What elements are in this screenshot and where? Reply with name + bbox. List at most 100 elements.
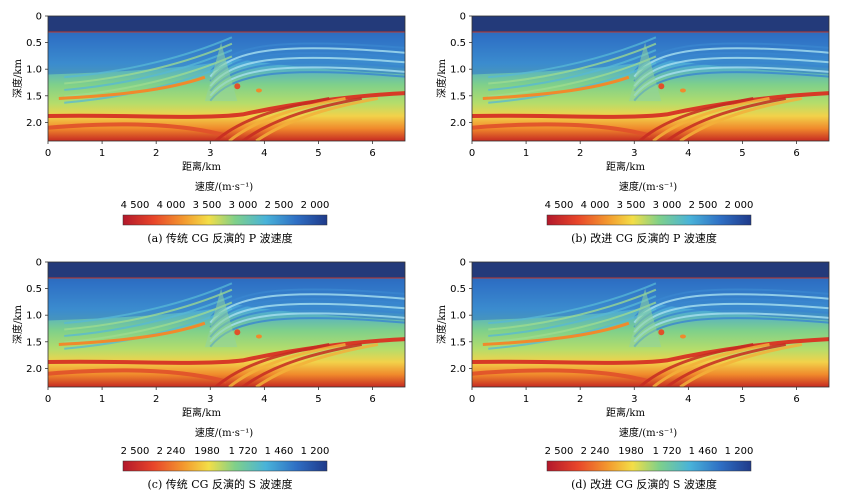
y-axis-label: 深度/km [11, 305, 24, 344]
x-tick-label: 0 [45, 394, 51, 405]
x-tick-label: 3 [631, 148, 637, 159]
x-axis-label: 距离/km [182, 160, 221, 173]
x-tick-label: 1 [99, 148, 105, 159]
y-tick-label: 0 [460, 258, 466, 269]
y-tick-label: 2.0 [26, 364, 42, 375]
y-tick-label: 1.0 [26, 311, 42, 322]
y-tick-label: 1.5 [450, 91, 466, 102]
y-tick-label: 0.5 [450, 38, 466, 49]
water-layer [472, 262, 829, 278]
colorbar-tick-label: 2 500 [265, 200, 294, 211]
x-tick-label: 3 [207, 148, 213, 159]
colorbar-tick-label: 1 200 [725, 446, 754, 457]
panel-caption: (d) 改进 CG 反演的 S 波速度 [571, 477, 717, 491]
colorbar [122, 214, 328, 226]
x-tick-label: 5 [739, 148, 745, 159]
y-tick-label: 2.0 [450, 118, 466, 129]
x-tick-label: 6 [793, 394, 799, 405]
chart-svg: 0 0.5 1.0 1.5 2.0 0 1 2 3 4 5 6 深度/km 距离/km 速度/(m·s⁻¹)… [11, 12, 406, 245]
water-layer [472, 16, 829, 32]
x-tick-label: 2 [153, 394, 159, 405]
x-tick-label: 3 [631, 394, 637, 405]
x-axis-label: 距离/km [606, 160, 645, 173]
panel-caption: (c) 传统 CG 反演的 S 波速度 [148, 477, 293, 491]
colorbar-tick-label: 1980 [194, 446, 219, 457]
y-tick-label: 1.0 [26, 65, 42, 76]
water-layer [48, 16, 405, 32]
chart-svg: 0 0.5 1.0 1.5 2.0 0 1 2 3 4 5 6 深度/km 距离/km 速度/(m·s⁻¹)… [435, 12, 830, 245]
colorbar-tick-label: 2 240 [157, 446, 186, 457]
colorbar-title: 速度/(m·s⁻¹) [619, 180, 677, 193]
x-tick-label: 5 [739, 394, 745, 405]
y-tick-label: 1.0 [450, 65, 466, 76]
colorbar-tick-label: 2 000 [301, 200, 330, 211]
y-axis-label: 深度/km [435, 305, 448, 344]
colorbar-tick-label: 4 500 [545, 200, 574, 211]
x-tick-label: 6 [369, 148, 375, 159]
y-tick-label: 0 [460, 12, 466, 23]
y-tick-label: 0 [36, 12, 42, 23]
y-tick-label: 1.5 [450, 337, 466, 348]
colorbar-tick-label: 4 000 [157, 200, 186, 211]
x-tick-label: 2 [153, 148, 159, 159]
panel-a: 0 0.5 1.0 1.5 2.0 0 1 2 3 4 5 6 深度/km 距离/km 速度/(m·s⁻¹)… [0, 0, 424, 246]
y-tick-label: 1.5 [26, 91, 42, 102]
chart-svg: 0 0.5 1.0 1.5 2.0 0 1 2 3 4 5 6 深度/km 距离/km 速度/(m·s⁻¹)… [11, 258, 406, 491]
x-tick-label: 4 [261, 148, 267, 159]
x-axis-label: 距离/km [182, 406, 221, 419]
y-tick-label: 0.5 [26, 38, 42, 49]
panel-b: 0 0.5 1.0 1.5 2.0 0 1 2 3 4 5 6 深度/km 距离/km 速度/(m·s⁻¹)… [424, 0, 848, 246]
colorbar-tick-label: 4 500 [121, 200, 150, 211]
x-tick-label: 5 [315, 148, 321, 159]
x-tick-label: 4 [685, 394, 691, 405]
colorbar-title: 速度/(m·s⁻¹) [195, 180, 253, 193]
colorbar-tick-label: 1 720 [653, 446, 682, 457]
x-tick-label: 1 [99, 394, 105, 405]
panel-caption: (a) 传统 CG 反演的 P 波速度 [147, 231, 292, 245]
x-tick-label: 3 [207, 394, 213, 405]
x-tick-label: 4 [261, 394, 267, 405]
x-tick-label: 2 [577, 148, 583, 159]
x-tick-label: 2 [577, 394, 583, 405]
colorbar-tick-label: 4 000 [581, 200, 610, 211]
colorbar-title: 速度/(m·s⁻¹) [619, 426, 677, 439]
x-tick-label: 6 [369, 394, 375, 405]
water-layer [48, 262, 405, 278]
panel-c: 0 0.5 1.0 1.5 2.0 0 1 2 3 4 5 6 深度/km 距离/km 速度/(m·s⁻¹)… [0, 246, 424, 492]
panel-caption: (b) 改进 CG 反演的 P 波速度 [571, 231, 717, 245]
colorbar-tick-label: 1980 [618, 446, 643, 457]
colorbar-tick-label: 2 240 [581, 446, 610, 457]
y-tick-label: 0.5 [26, 284, 42, 295]
y-tick-label: 1.0 [450, 311, 466, 322]
colorbar-tick-label: 3 500 [617, 200, 646, 211]
y-tick-label: 2.0 [450, 364, 466, 375]
y-axis-label: 深度/km [435, 59, 448, 98]
colorbar [546, 460, 752, 472]
x-tick-label: 0 [469, 148, 475, 159]
colorbar [122, 460, 328, 472]
panel-d: 0 0.5 1.0 1.5 2.0 0 1 2 3 4 5 6 深度/km 距离/km 速度/(m·s⁻¹)… [424, 246, 848, 492]
x-tick-label: 6 [793, 148, 799, 159]
colorbar-tick-label: 1 460 [265, 446, 294, 457]
x-tick-label: 1 [523, 148, 529, 159]
y-tick-label: 0.5 [450, 284, 466, 295]
x-tick-label: 4 [685, 148, 691, 159]
x-axis-label: 距离/km [606, 406, 645, 419]
colorbar-tick-label: 3 500 [193, 200, 222, 211]
y-tick-label: 0 [36, 258, 42, 269]
x-tick-label: 0 [469, 394, 475, 405]
colorbar-tick-label: 3 000 [229, 200, 258, 211]
x-tick-label: 5 [315, 394, 321, 405]
colorbar-title: 速度/(m·s⁻¹) [195, 426, 253, 439]
colorbar [546, 214, 752, 226]
chart-svg: 0 0.5 1.0 1.5 2.0 0 1 2 3 4 5 6 深度/km 距离/km 速度/(m·s⁻¹)… [435, 258, 830, 491]
x-tick-label: 1 [523, 394, 529, 405]
y-tick-label: 1.5 [26, 337, 42, 348]
colorbar-tick-label: 2 500 [121, 446, 150, 457]
colorbar-tick-label: 1 460 [689, 446, 718, 457]
y-tick-label: 2.0 [26, 118, 42, 129]
y-axis-label: 深度/km [11, 59, 24, 98]
colorbar-tick-label: 2 500 [545, 446, 574, 457]
colorbar-tick-label: 2 000 [725, 200, 754, 211]
colorbar-tick-label: 1 200 [301, 446, 330, 457]
